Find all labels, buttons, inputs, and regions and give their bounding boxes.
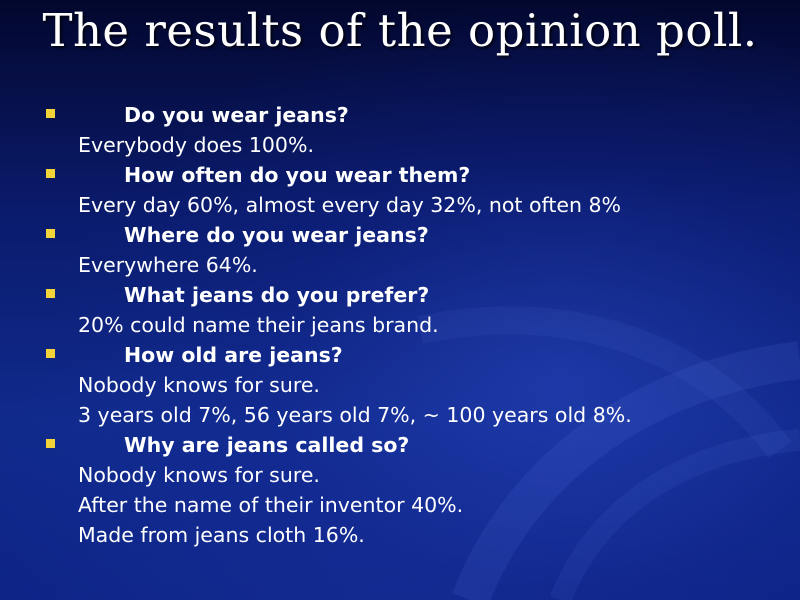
- square-bullet-icon: [46, 289, 55, 298]
- question-text: Do you wear jeans?: [124, 103, 349, 127]
- answer-text: 20% could name their jeans brand.: [78, 313, 439, 337]
- question-item: Where do you wear jeans?: [44, 220, 784, 250]
- square-bullet-icon: [46, 439, 55, 448]
- answer-text: 3 years old 7%, 56 years old 7%, ~ 100 y…: [78, 403, 632, 427]
- answer-text: Nobody knows for sure.: [78, 463, 320, 487]
- answer-text: Everybody does 100%.: [78, 133, 314, 157]
- answer-text: Made from jeans cloth 16%.: [78, 523, 365, 547]
- question-text: What jeans do you prefer?: [124, 283, 430, 307]
- square-bullet-icon: [46, 229, 55, 238]
- question-item: How often do you wear them?: [44, 160, 784, 190]
- answer-text: Everywhere 64%.: [78, 253, 258, 277]
- slide-title: The results of the opinion poll.: [42, 4, 758, 57]
- question-text: How old are jeans?: [124, 343, 343, 367]
- square-bullet-icon: [46, 169, 55, 178]
- answer-text: Nobody knows for sure.: [78, 373, 320, 397]
- answer-text: After the name of their inventor 40%.: [78, 493, 464, 517]
- square-bullet-icon: [46, 349, 55, 358]
- question-item: How old are jeans?: [44, 340, 784, 370]
- answer-text: Every day 60%, almost every day 32%, not…: [78, 193, 622, 217]
- question-item: Why are jeans called so?: [44, 430, 784, 460]
- poll-results-list: Do you wear jeans? Everybody does 100%. …: [44, 100, 784, 550]
- question-text: Where do you wear jeans?: [124, 223, 429, 247]
- question-text: Why are jeans called so?: [124, 433, 410, 457]
- question-item: What jeans do you prefer?: [44, 280, 784, 310]
- question-text: How often do you wear them?: [124, 163, 471, 187]
- question-item: Do you wear jeans?: [44, 100, 784, 130]
- square-bullet-icon: [46, 109, 55, 118]
